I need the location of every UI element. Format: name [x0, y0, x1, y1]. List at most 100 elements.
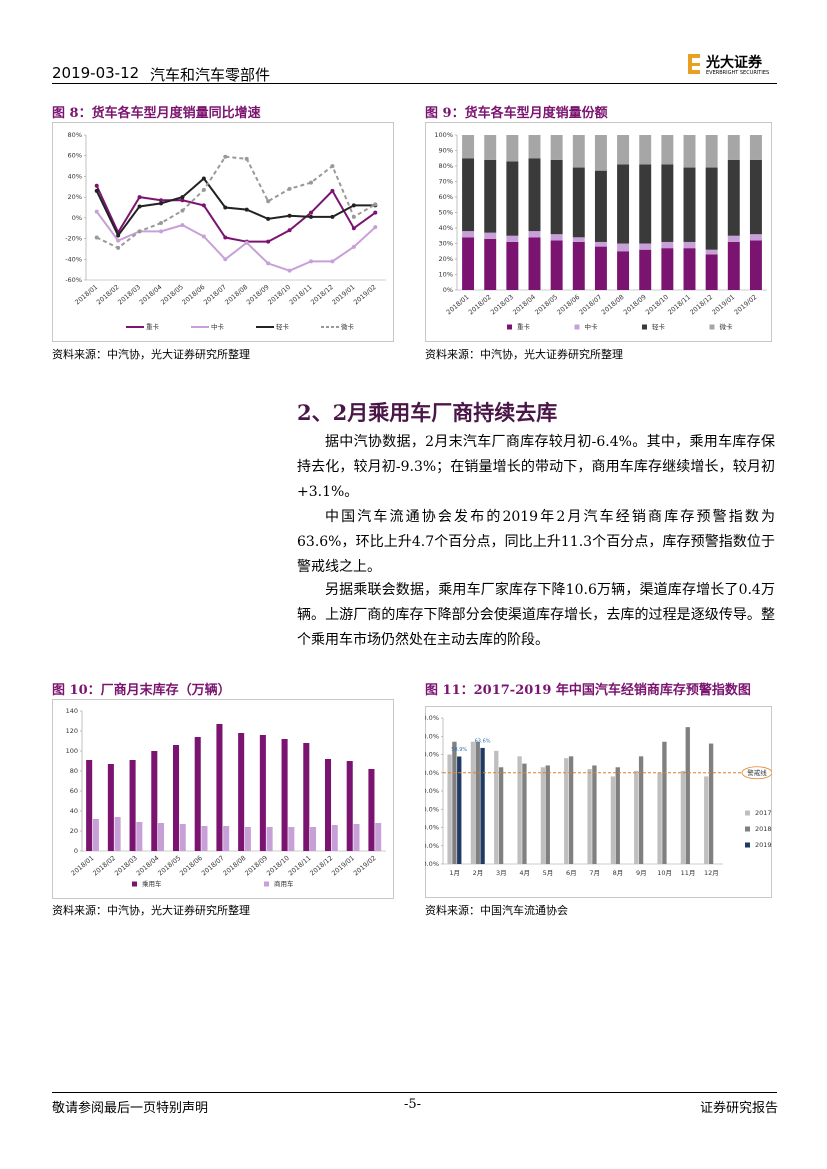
x-tick-label: 2019/02: [352, 283, 378, 306]
legend-swatch: [132, 881, 137, 887]
series-marker: [309, 214, 313, 219]
bar: [244, 827, 251, 851]
series-marker: [223, 154, 228, 159]
series-marker: [137, 204, 142, 209]
x-tick-label: 2018/03: [116, 283, 142, 306]
series-marker: [137, 229, 142, 234]
header-industry: 汽车和汽车零部件: [150, 66, 271, 84]
x-tick-label: 2018/04: [135, 854, 161, 877]
bar: [587, 769, 592, 864]
series-marker: [373, 202, 378, 207]
y-tick-label: 50.0%: [425, 769, 439, 777]
bar: [564, 758, 569, 864]
bar-segment: [617, 164, 630, 244]
y-tick-label: 100: [66, 747, 78, 755]
y-tick-label: 10.0%: [425, 842, 439, 850]
bar-segment: [594, 241, 607, 247]
bar: [158, 823, 165, 851]
series-marker: [287, 186, 292, 191]
x-tick-label: 2018/11: [288, 283, 314, 306]
legend-label: 中卡: [211, 322, 225, 331]
legend-label: 轻卡: [652, 322, 666, 331]
series-marker: [244, 156, 249, 161]
series-marker: [266, 261, 271, 266]
paragraph: 据中汽协数据，2月末汽车厂商库存较月初-6.4%。其中，乘用车库存保持去化，较月…: [297, 434, 775, 500]
series-marker: [309, 180, 313, 185]
y-tick-label: 60%: [68, 152, 82, 160]
series-marker: [180, 198, 185, 203]
bar: [303, 743, 310, 851]
bar-segment: [617, 243, 630, 252]
bar-segment: [594, 246, 607, 290]
x-tick-label: 2018/01: [73, 283, 99, 306]
series-marker: [351, 214, 356, 219]
x-tick-label: 2018/02: [467, 293, 493, 316]
x-tick-label: 2018/04: [138, 283, 164, 306]
bar-segment: [462, 135, 475, 159]
bar: [223, 826, 230, 851]
bar-segment: [749, 135, 762, 160]
bar: [310, 827, 317, 851]
series-marker: [223, 205, 228, 210]
x-tick-label: 2018/07: [200, 854, 226, 877]
y-tick-label: 70.0%: [425, 732, 439, 740]
series-marker: [244, 240, 249, 245]
bar: [470, 741, 476, 864]
bar: [375, 823, 382, 851]
series-marker: [201, 176, 206, 181]
bar-segment: [661, 248, 674, 290]
bar: [368, 769, 375, 851]
bar: [480, 747, 485, 864]
x-tick-label: 2018/05: [159, 283, 185, 306]
bar-segment: [550, 234, 563, 241]
legend-swatch: [709, 324, 715, 330]
series-marker: [223, 257, 228, 262]
bar-segment: [484, 232, 497, 239]
series-marker: [266, 239, 271, 244]
bar-segment: [594, 135, 607, 171]
chart: 80.0% 70.0% 60.0% 50.0% 40.0% 30.0% 20.0% 10.0%…: [425, 706, 772, 898]
legend-label: 2018年: [755, 824, 772, 833]
y-tick-label: 60.0%: [425, 751, 439, 759]
bar: [685, 727, 690, 864]
y-tick-label: 20%: [68, 193, 82, 201]
bar-segment: [550, 240, 563, 290]
x-tick-label: 2018/09: [243, 854, 269, 877]
x-tick-label: 2018/10: [644, 293, 670, 316]
series-marker: [159, 198, 163, 203]
series-marker: [266, 216, 271, 221]
bar: [517, 756, 522, 864]
x-tick-label: 2018/04: [511, 293, 537, 316]
bar-segment: [727, 159, 740, 236]
bar-segment: [683, 241, 696, 249]
figure-title: 图 9：货车各车型月度销量份额: [425, 106, 608, 121]
bar: [494, 750, 499, 864]
bar-segment: [506, 241, 519, 290]
bar: [201, 826, 208, 851]
x-tick-label: 9月: [636, 869, 647, 877]
value-label: 58.9%: [451, 747, 467, 753]
bar-segment: [572, 135, 585, 168]
series-marker: [94, 235, 99, 240]
x-tick-label: 8月: [613, 869, 624, 877]
bar: [194, 737, 201, 851]
y-tick-label: 10%: [439, 271, 453, 279]
y-tick-label: 40%: [68, 172, 82, 180]
x-tick-label: 2019/01: [330, 854, 356, 877]
bar: [129, 760, 136, 851]
header-date: 2019-03-12: [52, 64, 140, 82]
chart-frame: [52, 699, 394, 899]
figure-title: 图 11：2017-2019 年中国汽车经销商库存预警指数图: [425, 683, 751, 698]
bar-segment: [705, 167, 718, 250]
bar: [615, 767, 620, 864]
bar-segment: [617, 135, 630, 165]
y-tick-label: 0.0%: [425, 860, 439, 868]
bar-segment: [506, 135, 519, 162]
legend-label: 重卡: [146, 322, 160, 331]
x-tick-label: 2019/01: [711, 293, 737, 316]
bar-segment: [550, 135, 563, 160]
bar: [179, 824, 186, 851]
series-marker: [180, 223, 185, 228]
bar-segment: [727, 241, 740, 290]
bar-segment: [462, 158, 475, 232]
